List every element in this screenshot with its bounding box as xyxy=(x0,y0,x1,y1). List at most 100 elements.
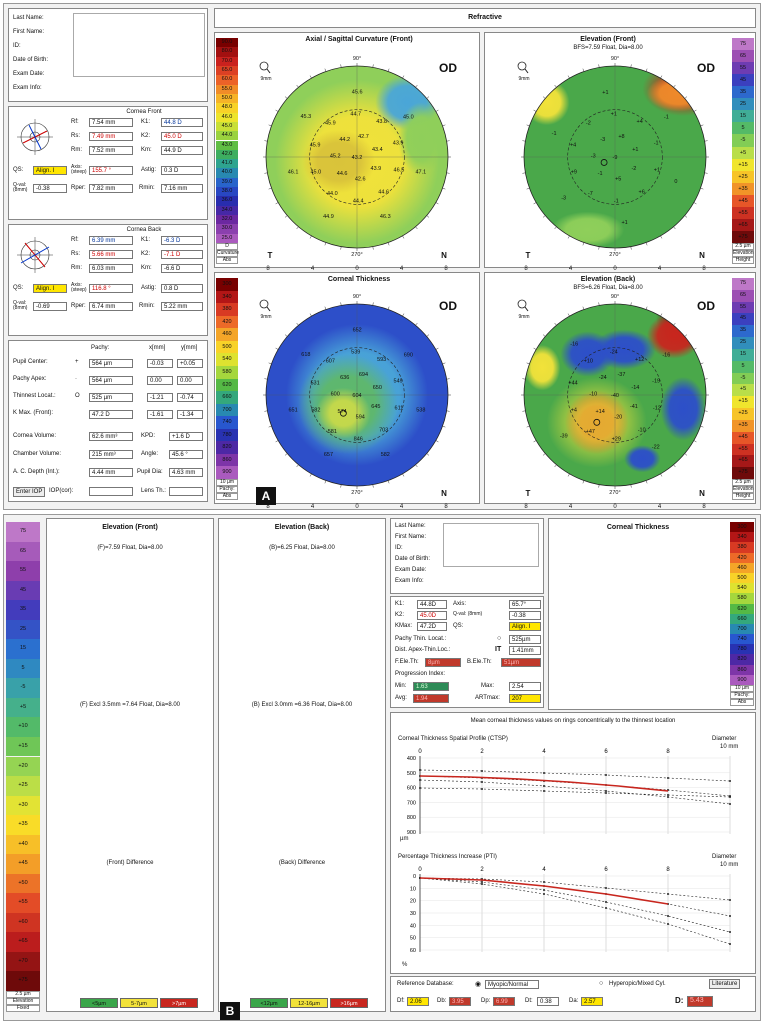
scale-step: +20 xyxy=(6,756,40,777)
ref-radio-hyperopic[interactable]: ○ xyxy=(599,980,604,987)
map-value: -7 xyxy=(588,191,593,197)
map-value: +1 xyxy=(611,111,617,117)
scale-step: 60.0 xyxy=(216,75,238,85)
scale-step: +35 xyxy=(732,182,754,195)
lens-th-field[interactable] xyxy=(169,487,203,496)
map-value: 42.6 xyxy=(355,177,366,183)
ref-opt-myopic[interactable]: Myopic/Normal xyxy=(485,980,539,989)
normative-point xyxy=(543,785,545,787)
front-rs-value: 7.49 mm xyxy=(89,132,133,141)
map-value: 43.8 xyxy=(376,119,387,125)
elev-front-map-title: Elevation (Front) xyxy=(580,36,636,43)
scale-step: +65 xyxy=(732,218,754,231)
scale-step: +10 xyxy=(6,717,40,737)
scale-step: 55 xyxy=(6,561,40,581)
ctsp-unit: µm xyxy=(400,836,409,842)
scale-step: 580 xyxy=(216,365,238,379)
map-value: 690 xyxy=(404,352,413,358)
map-value: -40 xyxy=(611,393,619,399)
b-b-ele-value: 51µm xyxy=(501,658,541,667)
x-tick-label: 4 xyxy=(542,749,546,755)
normative-point xyxy=(667,923,669,925)
map-value: -41 xyxy=(630,404,638,410)
axis-tick-label: 4 xyxy=(658,266,662,272)
scale-step: 460 xyxy=(216,328,238,341)
iop-cor-field[interactable] xyxy=(89,487,133,496)
normative-point xyxy=(605,887,607,889)
pachy-row-symbol: + xyxy=(75,359,79,365)
nasal-label: N xyxy=(441,251,447,260)
map-value: 45.3 xyxy=(301,114,312,120)
scale-step: +15 xyxy=(6,736,40,757)
front-rm-value: 7.52 mm xyxy=(89,146,133,155)
scale-footer: 2.5 µm xyxy=(6,991,40,998)
thickness-color-scale: 300 340 380 420 460 500 540 580 620 660 700 740 780 8… xyxy=(216,278,238,500)
scale-step: 860 xyxy=(216,453,238,467)
cornea-back-title: Cornea Back xyxy=(126,227,162,233)
normative-point xyxy=(605,792,607,794)
pachy-row-symbol: · xyxy=(75,376,77,382)
back-qs-label: QS: xyxy=(13,285,24,291)
d-label: D: xyxy=(675,996,684,1005)
thinnest-point-marker xyxy=(339,409,347,417)
scale-step: 25 xyxy=(6,619,40,640)
axis-tick-label: 8 xyxy=(702,504,706,510)
normative-point xyxy=(481,781,483,783)
x-tick-label: 8 xyxy=(666,867,670,873)
patient-name-field[interactable] xyxy=(73,13,205,77)
y-tick-label: 500 xyxy=(407,771,416,777)
scale-step: 32.0 xyxy=(216,215,238,225)
scale-footer: Height xyxy=(732,493,754,500)
scale-footer: 10 µm xyxy=(730,685,754,692)
pachy-row-x: -0.03 xyxy=(147,359,173,368)
map-value: 582 xyxy=(381,452,390,458)
cornea-back-axis-diagram xyxy=(17,237,53,273)
magnifier-icon[interactable] xyxy=(517,61,529,74)
b-patient-name-field[interactable] xyxy=(443,523,539,567)
cornea-front-box: Cornea Front Rf: 7.54 mm Rs: 7.49 mm Rm:… xyxy=(8,106,208,220)
magnifier-icon[interactable] xyxy=(259,61,271,74)
pti-diameter-label: Diameter xyxy=(712,854,737,860)
back-astig-label: Astig: xyxy=(141,285,157,291)
map-value: 46.1 xyxy=(288,169,299,175)
thinnest-point-marker xyxy=(593,418,601,426)
pachy-row-y: -1.34 xyxy=(177,410,203,419)
magnifier-icon[interactable] xyxy=(259,299,271,312)
back-rmin-value: 5.22 mm xyxy=(161,302,203,311)
y-tick-label: 10 xyxy=(410,886,416,892)
back-km-value: -6.6 D xyxy=(161,264,203,273)
x-tick-label: 6 xyxy=(604,749,608,755)
normative-curve xyxy=(419,877,731,945)
normative-point xyxy=(729,796,731,798)
map-value: 594 xyxy=(356,415,365,421)
df-label: Df: xyxy=(397,998,405,1004)
back-rper-value: 6.74 mm xyxy=(89,302,133,311)
map-value: 600 xyxy=(331,391,340,397)
map-value: -1 xyxy=(664,114,669,120)
map-value: -14 xyxy=(631,385,639,391)
map-value: 43.9 xyxy=(371,166,382,172)
elev-front-map-sub: BFS=7.59 Float, Dia=8.00 xyxy=(573,45,643,51)
scale-step: 34.0 xyxy=(216,205,238,216)
scale-step: 55 xyxy=(732,301,754,314)
scale-step: 45 xyxy=(732,74,754,87)
diff-legend-item: >7µm xyxy=(160,998,198,1008)
ref-opt-hyperopic[interactable]: Hyperopic/Mixed Cyl. xyxy=(609,981,666,987)
magnifier-icon[interactable] xyxy=(517,299,529,312)
scale-step: +15 xyxy=(732,396,754,409)
normative-point xyxy=(729,943,731,945)
front-difference-legend: <5µm 5-7µm >7µm xyxy=(80,998,200,1008)
map-value: 593 xyxy=(377,357,386,363)
ref-radio-myopic[interactable]: ◉ xyxy=(475,981,482,988)
nasal-label: N xyxy=(699,489,705,498)
scale-step: +5 xyxy=(732,146,754,159)
enter-iop-button[interactable]: Enter IOP xyxy=(13,487,46,497)
map-value: 45.6 xyxy=(352,89,363,95)
od-label: OD xyxy=(439,299,457,313)
dt-value: 0.38 xyxy=(537,997,559,1006)
pachy-row-label: Thinnest Locat.: xyxy=(13,393,56,399)
b-max-label: Max: xyxy=(481,683,495,689)
literature-button[interactable]: Literature xyxy=(709,979,741,989)
refractive-header: Refractive xyxy=(214,8,756,28)
scale-step: 300 xyxy=(216,278,238,291)
